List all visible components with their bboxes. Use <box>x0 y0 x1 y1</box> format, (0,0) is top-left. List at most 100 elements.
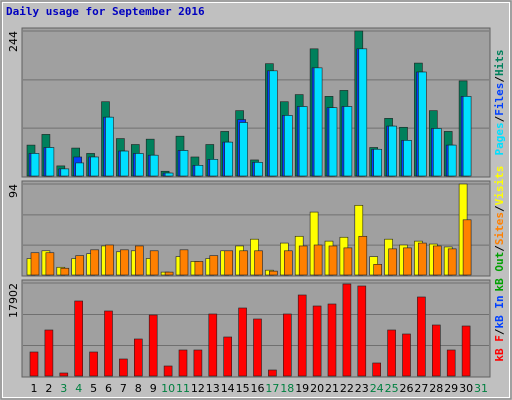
bar <box>120 150 129 177</box>
bar <box>209 159 219 177</box>
bar <box>164 271 174 276</box>
bar <box>432 245 442 276</box>
y-tick-label: 94 <box>7 184 20 198</box>
x-tick-label: 11 <box>176 382 190 395</box>
bar <box>432 128 442 177</box>
bar <box>239 250 248 276</box>
legend: Pages/Files/Hits <box>493 50 506 156</box>
bar <box>298 245 308 276</box>
legend-entry: Hits <box>493 50 506 77</box>
bar <box>269 270 278 276</box>
bar <box>254 162 263 177</box>
bar <box>357 285 367 377</box>
x-tick-label: 3 <box>60 382 67 395</box>
legend-entry: Visits <box>493 166 506 206</box>
x-tick-label: 24 <box>370 382 384 395</box>
x-tick-label: 21 <box>325 382 339 395</box>
bar <box>60 267 70 276</box>
bar <box>462 96 472 177</box>
bar <box>253 318 262 377</box>
bar <box>343 247 353 276</box>
bar <box>388 248 397 276</box>
x-tick-label: 12 <box>191 382 205 395</box>
bar <box>104 310 113 377</box>
bar <box>135 245 144 276</box>
legend-entry: kB F <box>493 335 506 362</box>
bar <box>105 244 114 276</box>
bar <box>283 250 293 276</box>
x-tick-label: 15 <box>236 382 250 395</box>
legend-entry: kB In <box>493 295 506 328</box>
bar <box>388 125 397 177</box>
x-tick-label: 20 <box>310 382 324 395</box>
bar <box>254 250 263 276</box>
bar <box>417 296 426 377</box>
bar <box>149 154 159 177</box>
bar <box>342 283 352 377</box>
bar <box>29 351 39 377</box>
bar <box>45 147 55 177</box>
bar <box>179 249 189 276</box>
bar <box>75 255 84 276</box>
bar <box>224 250 233 276</box>
legend: kB Out/Sites/Visits <box>493 166 506 292</box>
bar <box>194 165 204 177</box>
legend-separator: / <box>493 115 506 122</box>
bar <box>447 144 457 177</box>
bar <box>178 349 188 377</box>
bar <box>327 303 337 377</box>
bar <box>282 313 292 377</box>
bar <box>446 349 456 377</box>
x-tick-label: 10 <box>161 382 175 395</box>
bar <box>164 172 174 177</box>
bar <box>149 250 159 276</box>
bar <box>268 369 277 377</box>
bar <box>418 71 427 177</box>
bar <box>372 362 382 377</box>
bar <box>313 244 323 276</box>
x-tick-label: 8 <box>135 382 142 395</box>
bar <box>358 48 368 177</box>
bar <box>403 247 412 276</box>
legend-separator: / <box>493 245 506 252</box>
bar <box>223 336 232 377</box>
bar <box>74 300 83 377</box>
bar <box>373 148 383 177</box>
bar <box>163 365 173 377</box>
x-tick-label: 17 <box>265 382 279 395</box>
x-tick-label: 23 <box>355 382 369 395</box>
bar <box>30 153 40 177</box>
bar <box>30 252 40 276</box>
bar <box>387 329 396 377</box>
bar <box>403 140 412 177</box>
y-tick-label: 17902 <box>7 283 20 318</box>
legend: kB F/kB In <box>493 295 506 361</box>
x-tick-label: 25 <box>385 382 399 395</box>
bar <box>75 162 84 177</box>
x-tick-label: 27 <box>414 382 428 395</box>
bar <box>297 294 307 377</box>
x-tick-label: 9 <box>150 382 157 395</box>
legend-entry: Sites <box>493 212 506 245</box>
bar <box>461 325 471 377</box>
x-tick-label: 22 <box>340 382 354 395</box>
bar <box>283 115 293 177</box>
bar <box>44 329 54 377</box>
bar <box>239 122 248 177</box>
legend-entry: kB Out <box>493 252 506 292</box>
bar <box>402 333 411 377</box>
bar <box>135 153 144 177</box>
x-tick-label: 14 <box>221 382 235 395</box>
bar <box>194 261 204 276</box>
bar <box>148 314 158 377</box>
bar <box>89 351 98 377</box>
bar <box>120 249 129 276</box>
bar <box>179 150 189 177</box>
bar <box>45 252 55 276</box>
x-tick-label: 28 <box>429 382 443 395</box>
x-tick-label: 2 <box>45 382 52 395</box>
bar <box>373 264 383 276</box>
legend-separator: / <box>493 76 506 83</box>
